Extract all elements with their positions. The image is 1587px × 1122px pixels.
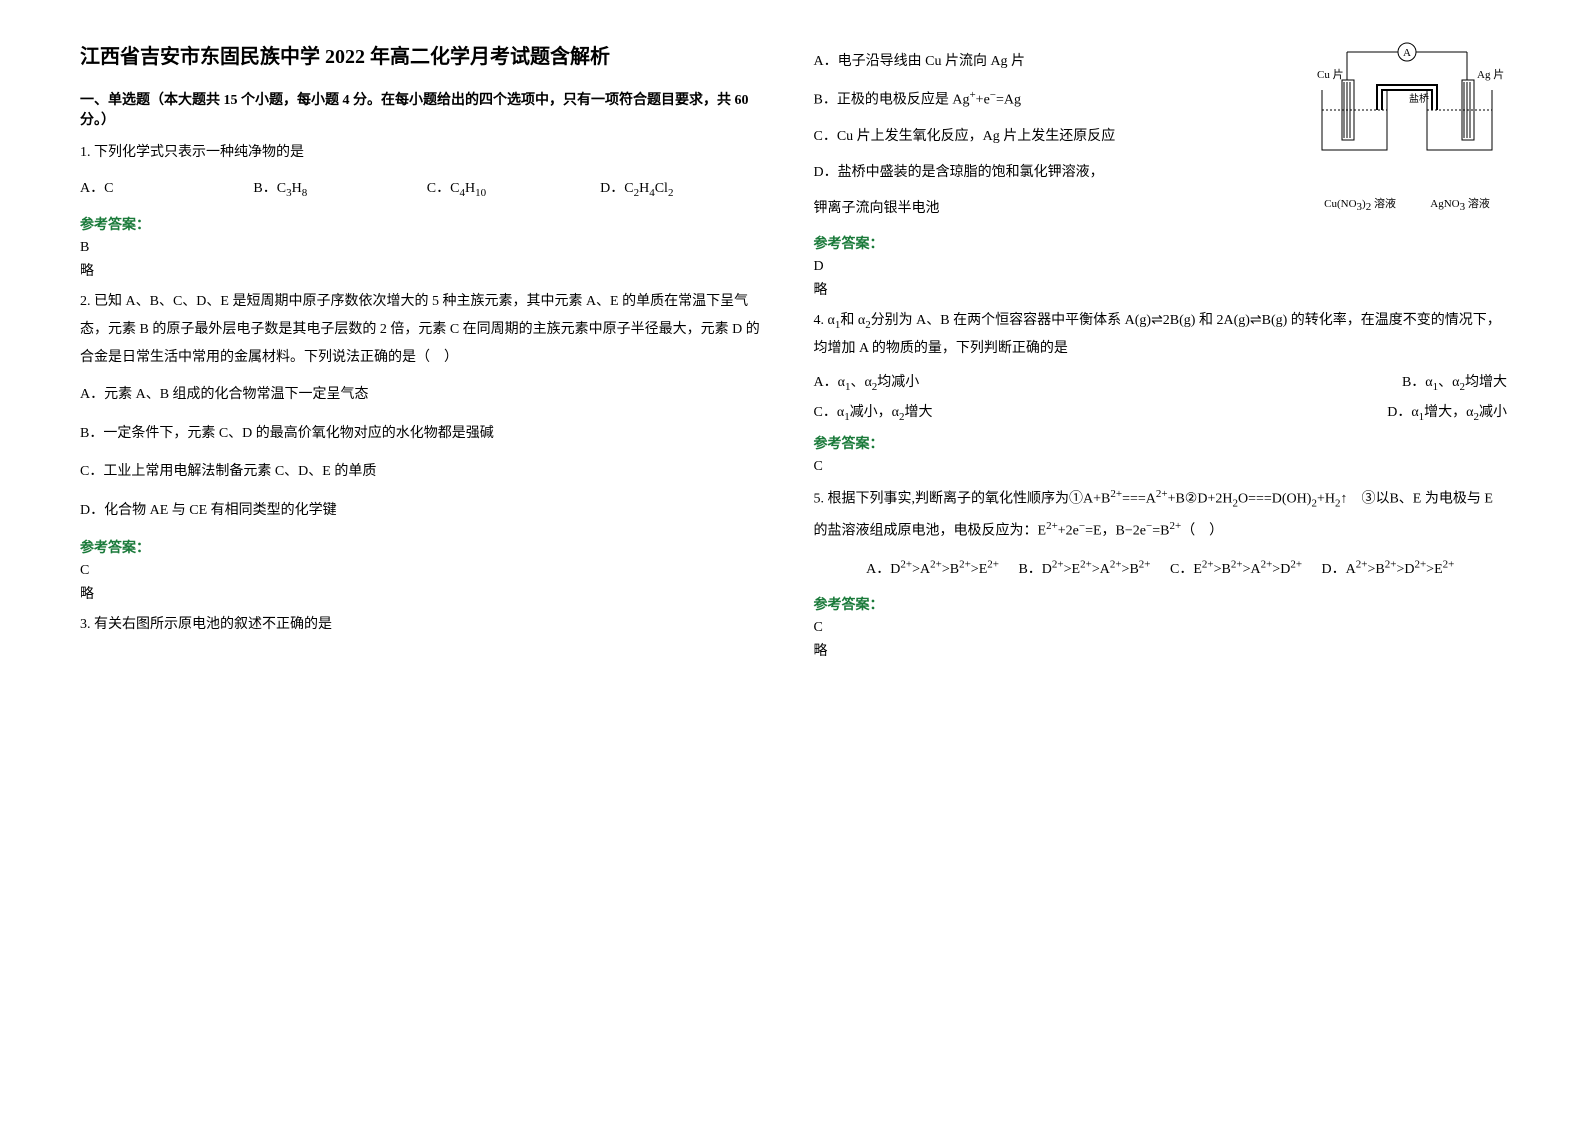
q5-answer-note: 略 bbox=[814, 640, 1508, 660]
q5-answer: C bbox=[814, 620, 1508, 636]
answer-label: 参考答案： bbox=[814, 233, 1508, 253]
q4-opts-row1: A．α1、α2均减小 B．α1、α2均增大 bbox=[814, 371, 1508, 393]
q2-answer-note: 略 bbox=[80, 583, 774, 603]
q4-optC: C．α1减小，α2增大 bbox=[814, 401, 933, 423]
q4-optD: D．α1增大，α2减小 bbox=[1387, 401, 1507, 423]
q1-answer-note: 略 bbox=[80, 260, 774, 280]
meter-label: A bbox=[1403, 47, 1411, 59]
q3-answer-note: 略 bbox=[814, 279, 1508, 299]
left-column: 江西省吉安市东固民族中学 2022 年高二化学月考试题含解析 一、单选题（本大题… bbox=[80, 40, 774, 664]
q5-options: A．D2+>A2+>B2+>E2+ B．D2+>E2+>A2+>B2+ C．E2… bbox=[814, 553, 1508, 584]
section-header: 一、单选题（本大题共 15 个小题，每小题 4 分。在每小题给出的四个选项中，只… bbox=[80, 89, 774, 129]
q2-answer: C bbox=[80, 563, 774, 579]
q5-optB: B．D2+>E2+>A2+>B2+ bbox=[1018, 562, 1154, 577]
battery-diagram: A Cu 片 Ag 片 盐桥 bbox=[1307, 40, 1507, 213]
q1-optA: A．C bbox=[80, 175, 253, 204]
q3-stem: 3. 有关右图所示原电池的叙述不正确的是 bbox=[80, 611, 774, 639]
q5-stem: 5. 根据下列事实,判断离子的氧化性顺序为①A+B2+===A2++B②D+2H… bbox=[814, 483, 1508, 545]
q4-answer: C bbox=[814, 459, 1508, 475]
answer-label: 参考答案： bbox=[814, 594, 1508, 614]
answer-label: 参考答案： bbox=[80, 537, 774, 557]
ag-label: Ag 片 bbox=[1477, 68, 1504, 81]
answer-label: 参考答案： bbox=[814, 433, 1508, 453]
q1-optB: B．C3H8 bbox=[253, 175, 426, 204]
q2-optB: B．一定条件下，元素 C、D 的最高价氧化物对应的水化物都是强碱 bbox=[80, 419, 774, 450]
page-title: 江西省吉安市东固民族中学 2022 年高二化学月考试题含解析 bbox=[80, 40, 774, 69]
q4-optA: A．α1、α2均减小 bbox=[814, 371, 920, 393]
q5-optC: C．E2+>B2+>A2+>D2+ bbox=[1170, 562, 1306, 577]
q4-stem: 4. α1和 α2分别为 A、B 在两个恒容容器中平衡体系 A(g)⇌2B(g)… bbox=[814, 307, 1508, 364]
left-solution: Cu(NO3)2 溶液 bbox=[1324, 195, 1396, 213]
q1-optC: C．C4H10 bbox=[427, 175, 600, 204]
q2-optA: A．元素 A、B 组成的化合物常温下一定呈气态 bbox=[80, 380, 774, 411]
answer-label: 参考答案： bbox=[80, 214, 774, 234]
battery-svg-icon: A Cu 片 Ag 片 盐桥 bbox=[1307, 40, 1507, 190]
q4-optB: B．α1、α2均增大 bbox=[1402, 371, 1507, 393]
q2-stem: 2. 已知 A、B、C、D、E 是短周期中原子序数依次增大的 5 种主族元素，其… bbox=[80, 288, 774, 372]
right-column: A Cu 片 Ag 片 盐桥 bbox=[814, 40, 1508, 664]
q5-optD: D．A2+>B2+>D2+>E2+ bbox=[1322, 562, 1455, 577]
q3-answer: D bbox=[814, 259, 1508, 275]
q2-optC: C．工业上常用电解法制备元素 C、D、E 的单质 bbox=[80, 457, 774, 488]
q1-optD: D．C2H4Cl2 bbox=[600, 175, 773, 204]
q5-optA: A．D2+>A2+>B2+>E2+ bbox=[866, 562, 1002, 577]
q2-optD: D．化合物 AE 与 CE 有相同类型的化学键 bbox=[80, 496, 774, 527]
q4-opts-row2: C．α1减小，α2增大 D．α1增大，α2减小 bbox=[814, 401, 1508, 423]
right-solution: AgNO3 溶液 bbox=[1430, 195, 1490, 213]
q1-stem: 1. 下列化学式只表示一种纯净物的是 bbox=[80, 139, 774, 167]
cu-label: Cu 片 bbox=[1317, 68, 1344, 81]
q1-options: A．C B．C3H8 C．C4H10 D．C2H4Cl2 bbox=[80, 175, 774, 204]
q1-answer: B bbox=[80, 240, 774, 256]
bridge-label: 盐桥 bbox=[1409, 92, 1429, 105]
